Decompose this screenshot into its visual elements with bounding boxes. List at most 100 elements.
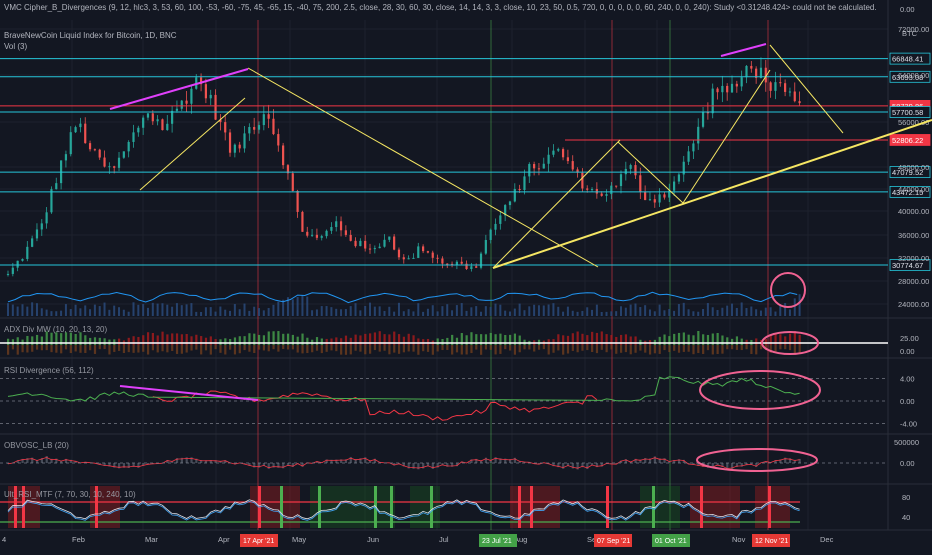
candle-body [272, 119, 274, 134]
adx-bar [504, 345, 506, 349]
adx-bar [765, 339, 767, 345]
adx-bar [234, 345, 236, 354]
volume-bar [441, 306, 443, 316]
candle-body [798, 101, 800, 103]
volume-bar [683, 303, 685, 316]
candle-body [137, 128, 139, 133]
adx-bar [234, 337, 236, 345]
adx-bar [282, 345, 284, 349]
candle-body [605, 194, 607, 196]
volume-bar [717, 310, 719, 316]
obv-tick-label: 0.00 [900, 459, 915, 468]
volume-bar [427, 309, 429, 316]
candle-body [615, 186, 617, 187]
candle-body [113, 166, 115, 168]
volume-bar [523, 310, 525, 316]
candle-body [36, 229, 38, 238]
adx-bar [137, 345, 139, 353]
adx-bar [514, 345, 516, 355]
adx-bar [104, 345, 106, 349]
adx-bar [263, 345, 265, 350]
volume-bar [200, 312, 202, 316]
volume-bar [548, 305, 550, 316]
adx-bar [461, 345, 463, 354]
candle-body [292, 173, 294, 191]
candle-body [282, 145, 284, 165]
adx-bar [239, 345, 241, 353]
adx-bar [523, 345, 525, 349]
adx-bar [456, 345, 458, 352]
volume-bar [393, 312, 395, 316]
candle-body [625, 169, 627, 174]
adx-bar [229, 345, 231, 350]
candle-body [644, 192, 646, 200]
candle-body [46, 212, 48, 223]
candle-body [620, 174, 622, 186]
adx-bar [755, 345, 757, 354]
candle-body [99, 150, 101, 158]
adx-bar [726, 345, 728, 349]
candle-body [345, 230, 347, 235]
candle-body [422, 246, 424, 251]
volume-bar [132, 302, 134, 316]
volume-bar [461, 303, 463, 316]
volume-bar [721, 308, 723, 316]
volume-bar [707, 303, 709, 316]
adx-bar [335, 345, 337, 351]
volume-bar [113, 306, 115, 316]
date-marker-label: 12 Nov '21 [755, 538, 788, 545]
volume-bar [253, 307, 255, 316]
volume-bar [369, 303, 371, 316]
adx-bar [470, 345, 472, 353]
candle-body [567, 157, 569, 161]
candle-body [277, 134, 279, 145]
adx-bar [330, 345, 332, 350]
adx-bar [721, 345, 723, 354]
candle-body [374, 248, 376, 249]
candle-body [84, 124, 86, 143]
volume-bar [345, 309, 347, 316]
volume-bar [562, 312, 564, 316]
volume-bar [490, 307, 492, 316]
candle-body [509, 201, 511, 205]
adx-bar [615, 337, 617, 345]
volume-bar [572, 311, 574, 316]
candle-body [692, 143, 694, 151]
adx-bar [615, 345, 617, 354]
ultrsi-line [8, 500, 800, 519]
volume-bar [210, 307, 212, 316]
volume-bar [128, 312, 130, 316]
candle-body [12, 268, 14, 274]
candle-body [210, 95, 212, 98]
ultrsi-tick-label: 80 [902, 493, 910, 502]
y-tick-label: 28000.00 [898, 277, 929, 286]
highlight-ellipse [700, 371, 820, 409]
adx-bar [128, 345, 130, 352]
candle-body [258, 125, 260, 130]
level-label: 57700.58 [892, 108, 923, 117]
adx-bar [12, 345, 14, 349]
candle-body [480, 254, 482, 268]
adx-bar [422, 339, 424, 345]
adx-bar [784, 345, 786, 349]
candle-body [243, 133, 245, 148]
candle-body [596, 189, 598, 194]
adx-bar [113, 339, 115, 345]
adx-bar [403, 337, 405, 345]
adx-bar [557, 345, 559, 350]
volume-bar [219, 307, 221, 316]
volume-bar [195, 312, 197, 316]
volume-bar [779, 305, 781, 316]
ultrsi-signal-bar [518, 486, 521, 528]
volume-bar [65, 304, 67, 316]
candle-body [417, 246, 419, 258]
adx-bar [215, 345, 217, 349]
candle-body [441, 259, 443, 264]
candle-body [794, 92, 796, 102]
adx-bar [731, 339, 733, 345]
highlight-circle [771, 273, 805, 307]
candle-body [552, 151, 554, 155]
adx-bar [297, 345, 299, 353]
